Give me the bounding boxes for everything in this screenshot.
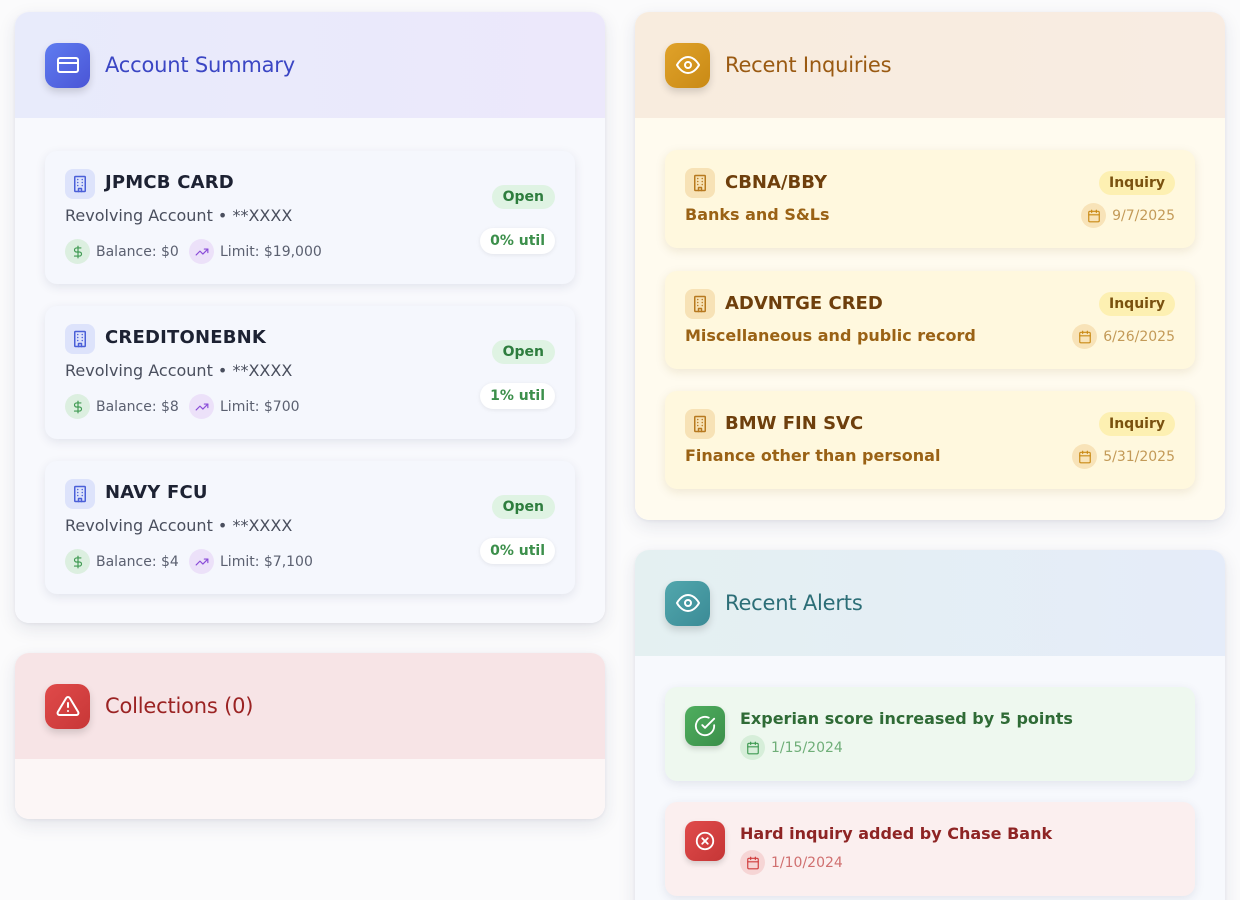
account-item[interactable]: JPMCB CARD Revolving Account • **XXXX Ba… xyxy=(45,151,575,284)
calendar-icon xyxy=(1081,203,1107,228)
inquiry-badge: Inquiry xyxy=(1099,171,1175,195)
account-limit: Limit: $700 xyxy=(189,394,300,419)
account-summary-card: Account Summary JPMCB CARD Revolving Acc… xyxy=(15,12,605,623)
status-badge: Open xyxy=(491,185,555,209)
account-balance: Balance: $8 xyxy=(65,394,179,419)
recent-inquiries-title: Recent Inquiries xyxy=(725,53,892,77)
account-item[interactable]: NAVY FCU Revolving Account • **XXXX Bala… xyxy=(45,461,575,594)
inquiry-list: CBNA/BBY Banks and S&Ls Inquiry 9/7/2025… xyxy=(635,118,1225,520)
alert-date: 1/15/2024 xyxy=(740,735,843,760)
trending-up-icon xyxy=(189,394,214,419)
building-icon xyxy=(65,169,95,199)
trending-up-icon xyxy=(189,549,214,574)
balance-text: Balance: $4 xyxy=(96,553,179,570)
inquiry-badge: Inquiry xyxy=(1099,412,1175,436)
collections-title: Collections (0) xyxy=(105,694,254,718)
inquiry-name: BMW FIN SVC xyxy=(725,413,864,434)
inquiry-item[interactable]: ADVNTGE CRED Miscellaneous and public re… xyxy=(665,271,1195,369)
account-type: Revolving Account • **XXXX xyxy=(65,516,293,535)
account-summary-header: Account Summary xyxy=(15,12,605,118)
inquiry-name: CBNA/BBY xyxy=(725,172,827,193)
dollar-icon xyxy=(65,239,90,264)
building-icon xyxy=(65,479,95,509)
building-icon xyxy=(685,168,715,198)
alert-date: 1/10/2024 xyxy=(740,850,843,875)
building-icon xyxy=(65,324,95,354)
inquiry-badge: Inquiry xyxy=(1099,292,1175,316)
inquiry-name: ADVNTGE CRED xyxy=(725,293,883,314)
utilization-badge: 1% util xyxy=(480,383,555,409)
building-icon xyxy=(685,409,715,439)
inquiry-date-text: 9/7/2025 xyxy=(1112,207,1175,224)
inquiry-date: 5/31/2025 xyxy=(1072,444,1175,469)
inquiry-date: 9/7/2025 xyxy=(1081,203,1175,228)
building-icon xyxy=(685,289,715,319)
recent-inquiries-header: Recent Inquiries xyxy=(635,12,1225,118)
x-circle-icon xyxy=(685,821,725,861)
account-type: Revolving Account • **XXXX xyxy=(65,361,293,380)
calendar-icon xyxy=(740,735,765,760)
inquiry-date-text: 5/31/2025 xyxy=(1103,448,1175,465)
account-summary-title: Account Summary xyxy=(105,53,295,77)
inquiry-item[interactable]: CBNA/BBY Banks and S&Ls Inquiry 9/7/2025 xyxy=(665,150,1195,248)
trending-up-icon xyxy=(189,239,214,264)
status-badge: Open xyxy=(491,495,555,519)
recent-alerts-title: Recent Alerts xyxy=(725,591,863,615)
account-balance: Balance: $0 xyxy=(65,239,179,264)
account-balance: Balance: $4 xyxy=(65,549,179,574)
account-type: Revolving Account • **XXXX xyxy=(65,206,293,225)
account-item[interactable]: CREDITONEBNK Revolving Account • **XXXX … xyxy=(45,306,575,439)
recent-alerts-header: Recent Alerts xyxy=(635,550,1225,656)
limit-text: Limit: $19,000 xyxy=(220,243,322,260)
utilization-badge: 0% util xyxy=(480,538,555,564)
credit-card-icon xyxy=(45,42,90,88)
collections-body xyxy=(15,759,605,819)
utilization-badge: 0% util xyxy=(480,228,555,254)
calendar-icon xyxy=(1072,324,1098,349)
inquiry-item[interactable]: BMW FIN SVC Finance other than personal … xyxy=(665,391,1195,489)
recent-inquiries-card: Recent Inquiries CBNA/BBY Banks and S&Ls… xyxy=(635,12,1225,520)
check-circle-icon xyxy=(685,706,725,746)
alert-date-text: 1/10/2024 xyxy=(771,854,843,871)
limit-text: Limit: $7,100 xyxy=(220,553,313,570)
calendar-icon xyxy=(1072,444,1098,469)
collections-header[interactable]: Collections (0) xyxy=(15,653,605,759)
alert-message: Hard inquiry added by Chase Bank xyxy=(740,824,1053,843)
alert-item[interactable]: Hard inquiry added by Chase Bank 1/10/20… xyxy=(665,802,1195,896)
recent-alerts-card: Recent Alerts Experian score increased b… xyxy=(635,550,1225,900)
account-limit: Limit: $19,000 xyxy=(189,239,322,264)
status-badge: Open xyxy=(491,340,555,364)
account-limit: Limit: $7,100 xyxy=(189,549,313,574)
alert-date-text: 1/15/2024 xyxy=(771,739,843,756)
account-name: CREDITONEBNK xyxy=(105,327,267,348)
collections-card: Collections (0) xyxy=(15,653,605,819)
alert-item[interactable]: Experian score increased by 5 points 1/1… xyxy=(665,687,1195,781)
dollar-icon xyxy=(65,394,90,419)
balance-text: Balance: $8 xyxy=(96,398,179,415)
inquiry-category: Finance other than personal xyxy=(685,446,941,465)
inquiry-date: 6/26/2025 xyxy=(1072,324,1175,349)
dollar-icon xyxy=(65,549,90,574)
calendar-icon xyxy=(740,850,765,875)
balance-text: Balance: $0 xyxy=(96,243,179,260)
eye-icon xyxy=(665,42,710,88)
limit-text: Limit: $700 xyxy=(220,398,300,415)
account-list: JPMCB CARD Revolving Account • **XXXX Ba… xyxy=(15,118,605,623)
inquiry-category: Miscellaneous and public record xyxy=(685,326,976,345)
warning-triangle-icon xyxy=(45,683,90,729)
account-name: NAVY FCU xyxy=(105,482,208,503)
inquiry-category: Banks and S&Ls xyxy=(685,205,830,224)
eye-icon xyxy=(665,580,710,626)
account-name: JPMCB CARD xyxy=(105,172,234,193)
inquiry-date-text: 6/26/2025 xyxy=(1103,328,1175,345)
alert-message: Experian score increased by 5 points xyxy=(740,709,1073,728)
alert-list: Experian score increased by 5 points 1/1… xyxy=(635,656,1225,900)
